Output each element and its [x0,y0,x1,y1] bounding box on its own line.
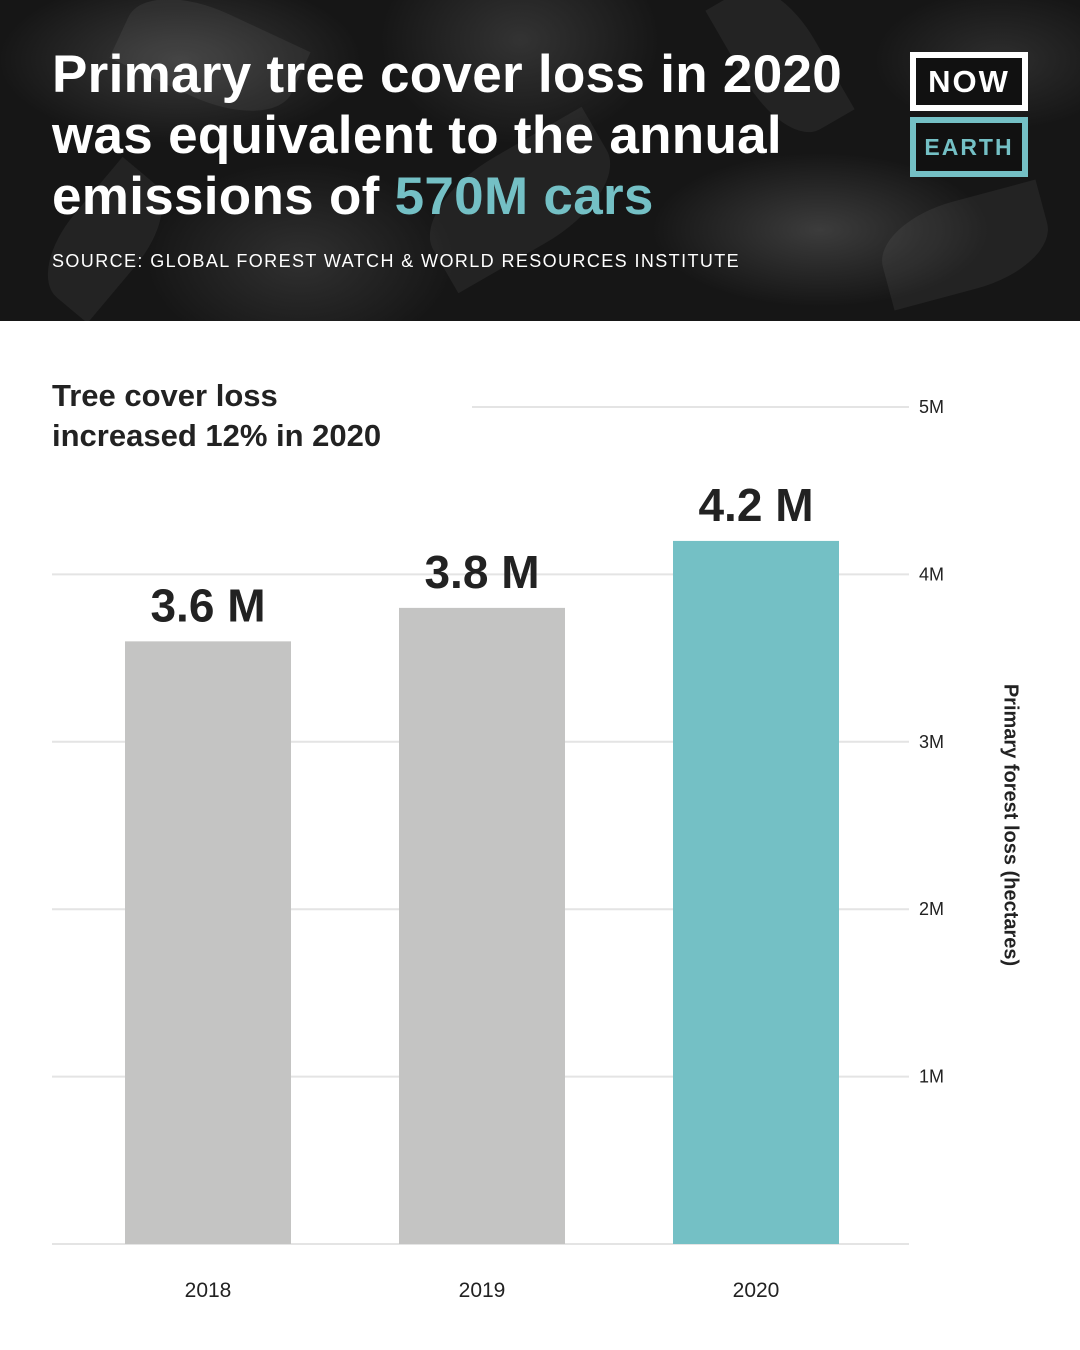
headline: Primary tree cover loss in 2020 was equi… [52,44,902,227]
y-tick-label: 3M [919,732,944,752]
data-label: 3.6 M [150,579,265,631]
headline-line-3-prefix: emissions of [52,167,395,226]
y-tick-label: 5M [919,397,944,417]
data-label: 4.2 M [698,479,813,531]
chart-subtitle: Tree cover loss increased 12% in 2020 [52,376,472,456]
data-label: 3.8 M [424,546,539,598]
x-tick-label: 2018 [185,1279,232,1302]
bar-2020 [673,540,839,1244]
y-tick-label: 2M [919,899,944,919]
x-tick-label: 2019 [459,1279,506,1302]
y-tick-label: 1M [919,1067,944,1087]
chart-subtitle-line-2: increased 12% in 2020 [52,418,382,453]
headline-line-2: was equivalent to the annual [52,106,782,165]
headline-line-1: Primary tree cover loss in 2020 [52,45,843,104]
bar-2018 [125,641,291,1244]
y-axis-title-wrap: Primary forest loss (hectares) [990,675,1030,975]
y-axis-title: Primary forest loss (hectares) [999,683,1022,967]
logo-now: NOW [910,52,1028,111]
x-tick-label: 2020 [733,1279,780,1302]
logo-earth: EARTH [910,117,1028,177]
source-text: SOURCE: GLOBAL FOREST WATCH & WORLD RESO… [52,251,741,271]
chart-subtitle-line-1: Tree cover loss [52,378,278,413]
y-tick-label: 4M [919,564,944,584]
bar-2019 [399,607,565,1244]
bar-chart: 1M 2M 3M 4M 5M 3.6 M 2018 3.8 M 2019 4.2 M 2020 [52,397,944,1302]
headline-accent: 570M cars [394,167,654,226]
header-banner: Primary tree cover loss in 2020 was equi… [0,0,1080,321]
